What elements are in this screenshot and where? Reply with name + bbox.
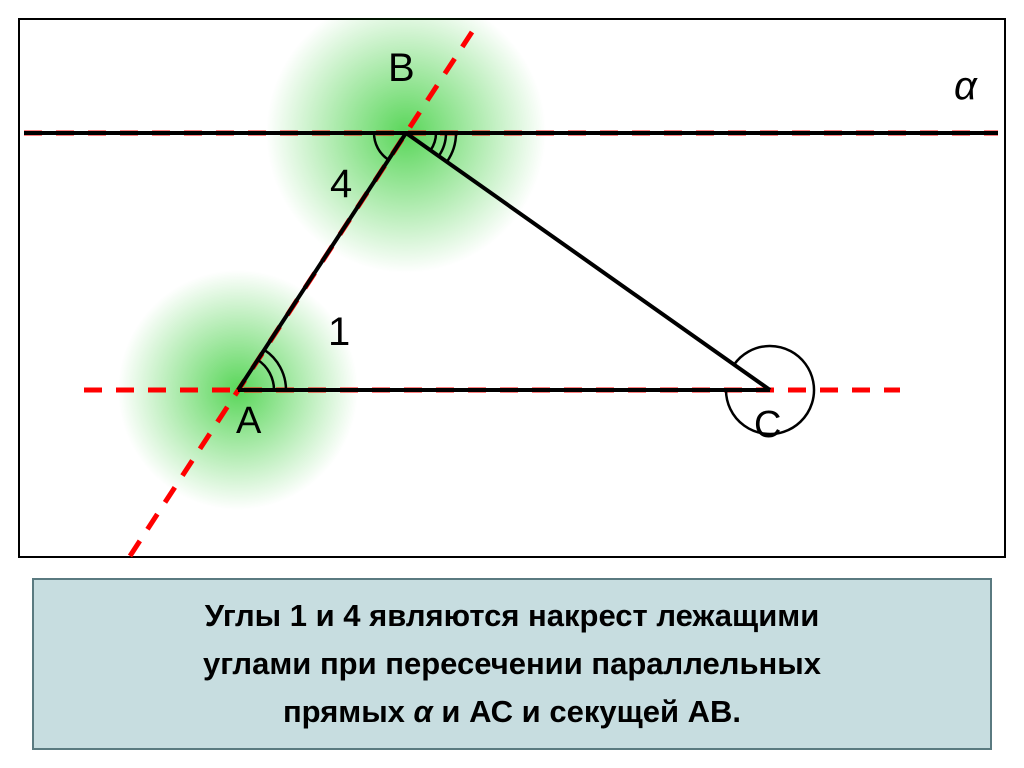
angle-label-1: 1 xyxy=(328,310,350,355)
angle-label-4: 4 xyxy=(330,162,352,207)
caption-text: Углы 1 и 4 являются накрест лежащими угл… xyxy=(203,592,821,736)
vertex-label-A: А xyxy=(236,400,261,443)
caption-line-3-pre: прямых xyxy=(283,694,414,729)
vertex-label-B: В xyxy=(388,46,415,91)
line-label-alpha: α xyxy=(954,64,977,109)
caption-line-3-post: и АС и секущей АВ. xyxy=(433,694,741,729)
vertex-label-C: С xyxy=(754,404,781,447)
caption-box: Углы 1 и 4 являются накрест лежащими угл… xyxy=(32,578,992,750)
caption-alpha: α xyxy=(414,694,433,729)
caption-line-1: Углы 1 и 4 являются накрест лежащими xyxy=(205,598,820,633)
caption-line-2: углами при пересечении параллельных xyxy=(203,646,821,681)
